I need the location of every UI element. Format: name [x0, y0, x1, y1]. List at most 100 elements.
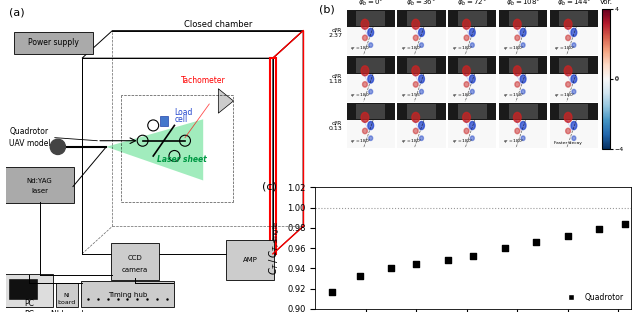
Polygon shape: [107, 119, 203, 180]
FancyBboxPatch shape: [81, 281, 174, 307]
Ellipse shape: [564, 66, 572, 76]
Point: [443, 258, 453, 263]
Text: cell: cell: [174, 115, 188, 124]
Text: $\varphi_r = 180°$: $\varphi_r = 180°$: [452, 138, 474, 145]
FancyBboxPatch shape: [356, 58, 385, 73]
Text: Power supply: Power supply: [28, 38, 79, 47]
Ellipse shape: [515, 35, 520, 41]
Text: PC: PC: [24, 299, 34, 308]
Point: [500, 246, 510, 251]
FancyBboxPatch shape: [347, 74, 395, 102]
Ellipse shape: [571, 28, 577, 37]
Text: $\varphi_r = 195°$: $\varphi_r = 195°$: [401, 91, 423, 99]
FancyBboxPatch shape: [5, 167, 74, 203]
Ellipse shape: [521, 28, 526, 37]
Text: $\varphi_r = 180°$: $\varphi_r = 180°$: [503, 44, 524, 52]
Text: 0: 0: [614, 76, 619, 81]
FancyBboxPatch shape: [448, 120, 496, 148]
Ellipse shape: [514, 112, 521, 122]
Ellipse shape: [571, 121, 577, 129]
Ellipse shape: [413, 35, 418, 41]
Ellipse shape: [368, 121, 373, 129]
Point: [619, 221, 630, 226]
Point: [531, 240, 541, 245]
Ellipse shape: [521, 75, 526, 83]
Text: UAV model: UAV model: [10, 139, 51, 148]
Point: [468, 254, 478, 259]
Text: $\varphi_r = 180°$: $\varphi_r = 180°$: [401, 138, 423, 145]
Ellipse shape: [464, 128, 469, 134]
FancyBboxPatch shape: [398, 74, 446, 102]
Text: Closed chamber: Closed chamber: [184, 20, 252, 29]
FancyBboxPatch shape: [499, 10, 547, 27]
FancyBboxPatch shape: [5, 274, 53, 307]
FancyBboxPatch shape: [111, 243, 159, 280]
Ellipse shape: [469, 75, 476, 83]
Text: $\varphi_b = 108°$: $\varphi_b = 108°$: [506, 0, 540, 8]
Text: $\varphi_r = 180°$: $\varphi_r = 180°$: [553, 44, 575, 52]
Ellipse shape: [361, 66, 369, 76]
FancyBboxPatch shape: [508, 104, 538, 119]
Text: (a): (a): [10, 8, 25, 18]
Ellipse shape: [412, 112, 420, 122]
Ellipse shape: [564, 112, 572, 122]
Ellipse shape: [572, 136, 576, 140]
FancyBboxPatch shape: [458, 58, 487, 73]
FancyBboxPatch shape: [559, 58, 588, 73]
Ellipse shape: [413, 128, 418, 134]
FancyBboxPatch shape: [347, 27, 395, 55]
Point: [562, 233, 573, 238]
Text: board: board: [58, 300, 76, 305]
Ellipse shape: [470, 43, 474, 47]
Ellipse shape: [420, 43, 424, 47]
FancyBboxPatch shape: [407, 104, 436, 119]
Ellipse shape: [412, 66, 420, 76]
FancyBboxPatch shape: [407, 58, 436, 73]
Ellipse shape: [566, 82, 571, 87]
FancyBboxPatch shape: [499, 103, 547, 120]
Text: d/R
0.13: d/R 0.13: [328, 120, 342, 131]
Text: Timing hub: Timing hub: [108, 291, 147, 298]
Text: NI: NI: [63, 293, 70, 298]
Ellipse shape: [571, 75, 577, 83]
Text: $\varphi_r = 180°$: $\varphi_r = 180°$: [553, 91, 575, 99]
Text: $\varphi_r = 180°$: $\varphi_r = 180°$: [351, 138, 372, 145]
Text: AMP: AMP: [243, 257, 257, 263]
Text: $\varphi_b = 72°$: $\varphi_b = 72°$: [457, 0, 488, 8]
Point: [411, 262, 422, 267]
FancyBboxPatch shape: [550, 27, 598, 55]
Ellipse shape: [418, 121, 424, 129]
Ellipse shape: [464, 35, 469, 41]
Ellipse shape: [369, 90, 373, 94]
FancyBboxPatch shape: [56, 283, 77, 307]
FancyBboxPatch shape: [14, 32, 93, 54]
FancyBboxPatch shape: [508, 11, 538, 26]
Ellipse shape: [363, 35, 367, 41]
FancyBboxPatch shape: [499, 74, 547, 102]
Text: Load: Load: [174, 108, 193, 117]
Text: laser: laser: [31, 188, 48, 194]
Ellipse shape: [413, 82, 418, 87]
Text: Tachometer: Tachometer: [181, 76, 226, 85]
Ellipse shape: [564, 19, 572, 29]
Y-axis label: $C_T\,/\,C_{T,\mathrm{single}}$: $C_T\,/\,C_{T,\mathrm{single}}$: [267, 221, 281, 275]
Ellipse shape: [368, 75, 373, 83]
FancyBboxPatch shape: [550, 56, 598, 74]
Text: Faster decay: Faster decay: [553, 141, 581, 145]
Ellipse shape: [470, 90, 474, 94]
Ellipse shape: [566, 128, 571, 134]
FancyBboxPatch shape: [398, 27, 446, 55]
FancyBboxPatch shape: [398, 120, 446, 148]
Text: $\varphi_b = 0°$: $\varphi_b = 0°$: [358, 0, 384, 8]
Ellipse shape: [515, 128, 520, 134]
Text: Quadrotor: Quadrotor: [10, 127, 48, 136]
Ellipse shape: [463, 112, 470, 122]
Ellipse shape: [572, 43, 576, 47]
Ellipse shape: [363, 128, 367, 134]
FancyBboxPatch shape: [407, 11, 436, 26]
Text: CCD: CCD: [127, 256, 143, 261]
FancyBboxPatch shape: [559, 11, 588, 26]
Text: NI board: NI board: [51, 310, 83, 312]
Point: [594, 226, 604, 231]
Text: PC: PC: [24, 310, 34, 312]
